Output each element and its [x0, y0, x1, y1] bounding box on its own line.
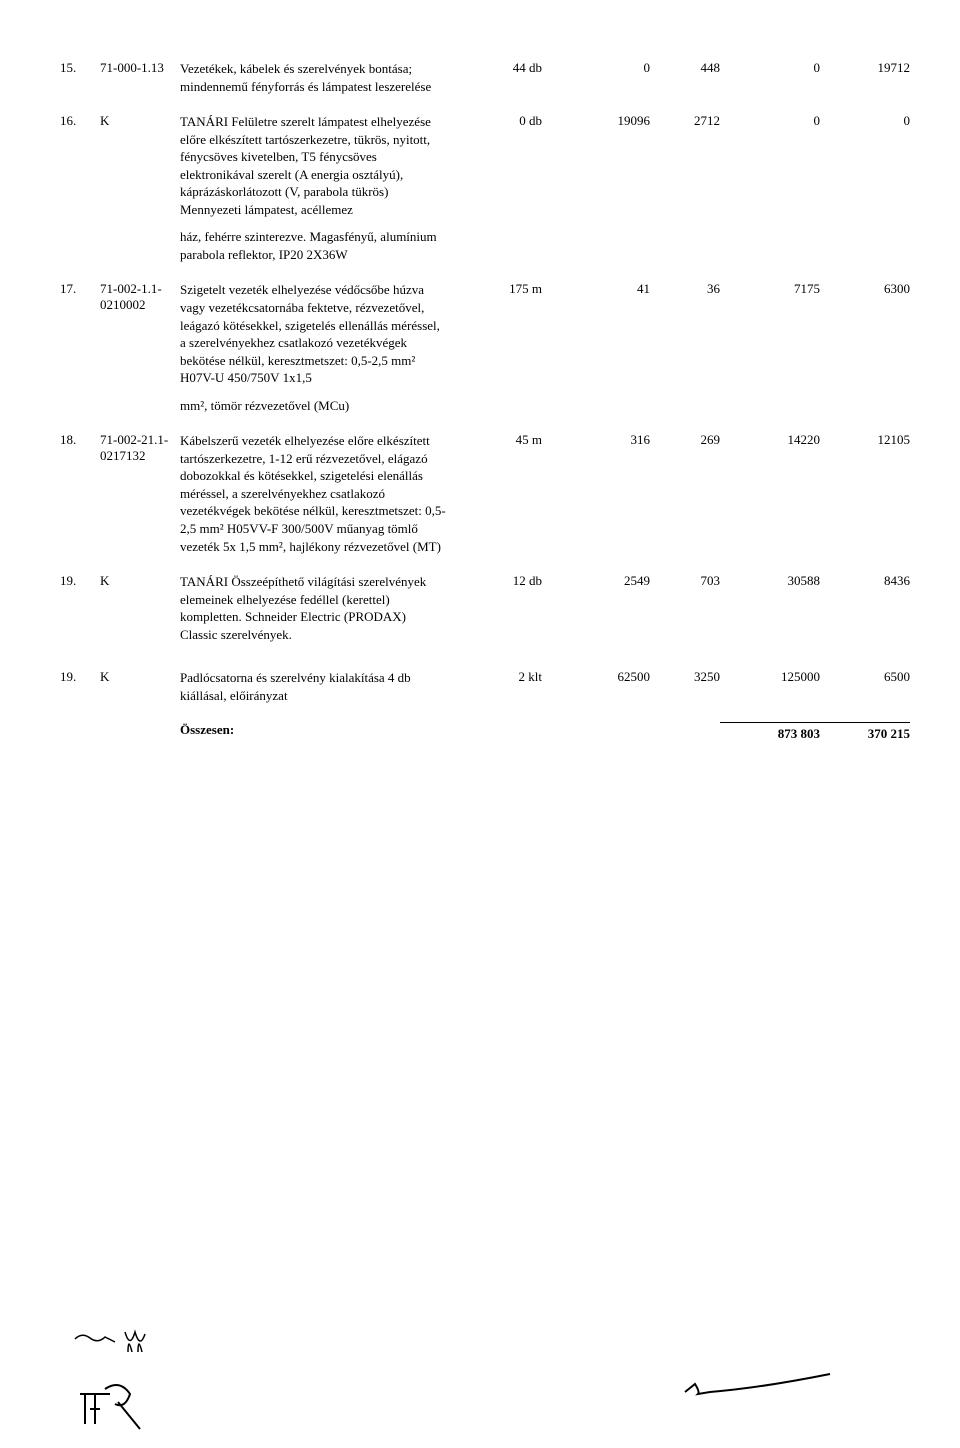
item-description: TANÁRI Összeépíthető világítási szerelvé… [180, 573, 470, 643]
total-1: 14220 [720, 432, 820, 448]
item-code: K [100, 573, 180, 589]
total-2: 6300 [820, 281, 910, 297]
row-number: 15. [60, 60, 100, 76]
grand-total-2: 370 215 [820, 722, 910, 742]
total-2: 6500 [820, 669, 910, 685]
row-number: 16. [60, 113, 100, 129]
row-number: 17. [60, 281, 100, 297]
total-1: 30588 [720, 573, 820, 589]
signature-right [680, 1364, 840, 1408]
unit-price-1: 19096 [550, 113, 650, 129]
unit-price-1: 2549 [550, 573, 650, 589]
description-continuation: ház, fehérre szinterezve. Magasfényű, al… [60, 228, 940, 263]
item-description: Kábelszerű vezeték elhelyezése előre elk… [180, 432, 470, 555]
table-row: 19. K TANÁRI Összeépíthető világítási sz… [60, 573, 940, 643]
item-description: TANÁRI Felületre szerelt lámpatest elhel… [180, 113, 470, 218]
item-description-cont: ház, fehérre szinterezve. Magasfényű, al… [180, 228, 470, 263]
row-number: 19. [60, 573, 100, 589]
unit-price-1: 316 [550, 432, 650, 448]
table-row: 15. 71-000-1.13 Vezetékek, kábelek és sz… [60, 60, 940, 95]
signature-left [70, 1324, 190, 1448]
total-row: Összesen: 873 803 370 215 [60, 722, 940, 742]
quantity: 12 db [470, 573, 550, 589]
unit-price-2: 448 [650, 60, 720, 76]
grand-total-1: 873 803 [720, 722, 820, 742]
total-1: 125000 [720, 669, 820, 685]
row-number: 18. [60, 432, 100, 448]
total-2: 0 [820, 113, 910, 129]
item-code: 71-002-21.1-0217132 [100, 432, 180, 464]
unit-price-1: 0 [550, 60, 650, 76]
description-continuation: mm², tömör rézvezetővel (MCu) [60, 397, 940, 415]
quantity: 2 klt [470, 669, 550, 685]
item-description: Vezetékek, kábelek és szerelvények bontá… [180, 60, 470, 95]
unit-price-2: 269 [650, 432, 720, 448]
item-description-cont: mm², tömör rézvezetővel (MCu) [180, 397, 470, 415]
total-1: 0 [720, 60, 820, 76]
table-row: 16. K TANÁRI Felületre szerelt lámpatest… [60, 113, 940, 218]
total-2: 8436 [820, 573, 910, 589]
item-description: Szigetelt vezeték elhelyezése védőcsőbe … [180, 281, 470, 386]
table-row: 19. K Padlócsatorna és szerelvény kialak… [60, 669, 940, 704]
unit-price-2: 3250 [650, 669, 720, 685]
quantity: 44 db [470, 60, 550, 76]
item-code: 71-000-1.13 [100, 60, 180, 76]
quantity: 175 m [470, 281, 550, 297]
total-2: 19712 [820, 60, 910, 76]
row-number: 19. [60, 669, 100, 685]
unit-price-1: 62500 [550, 669, 650, 685]
quantity: 0 db [470, 113, 550, 129]
item-code: K [100, 113, 180, 129]
total-label: Összesen: [60, 722, 470, 738]
unit-price-2: 2712 [650, 113, 720, 129]
item-description: Padlócsatorna és szerelvény kialakítása … [180, 669, 470, 704]
unit-price-2: 36 [650, 281, 720, 297]
item-code: K [100, 669, 180, 685]
table-row: 18. 71-002-21.1-0217132 Kábelszerű vezet… [60, 432, 940, 555]
item-code: 71-002-1.1-0210002 [100, 281, 180, 313]
cost-table: 15. 71-000-1.13 Vezetékek, kábelek és sz… [60, 60, 940, 742]
quantity: 45 m [470, 432, 550, 448]
total-1: 7175 [720, 281, 820, 297]
table-row: 17. 71-002-1.1-0210002 Szigetelt vezeték… [60, 281, 940, 386]
total-1: 0 [720, 113, 820, 129]
unit-price-1: 41 [550, 281, 650, 297]
total-2: 12105 [820, 432, 910, 448]
unit-price-2: 703 [650, 573, 720, 589]
